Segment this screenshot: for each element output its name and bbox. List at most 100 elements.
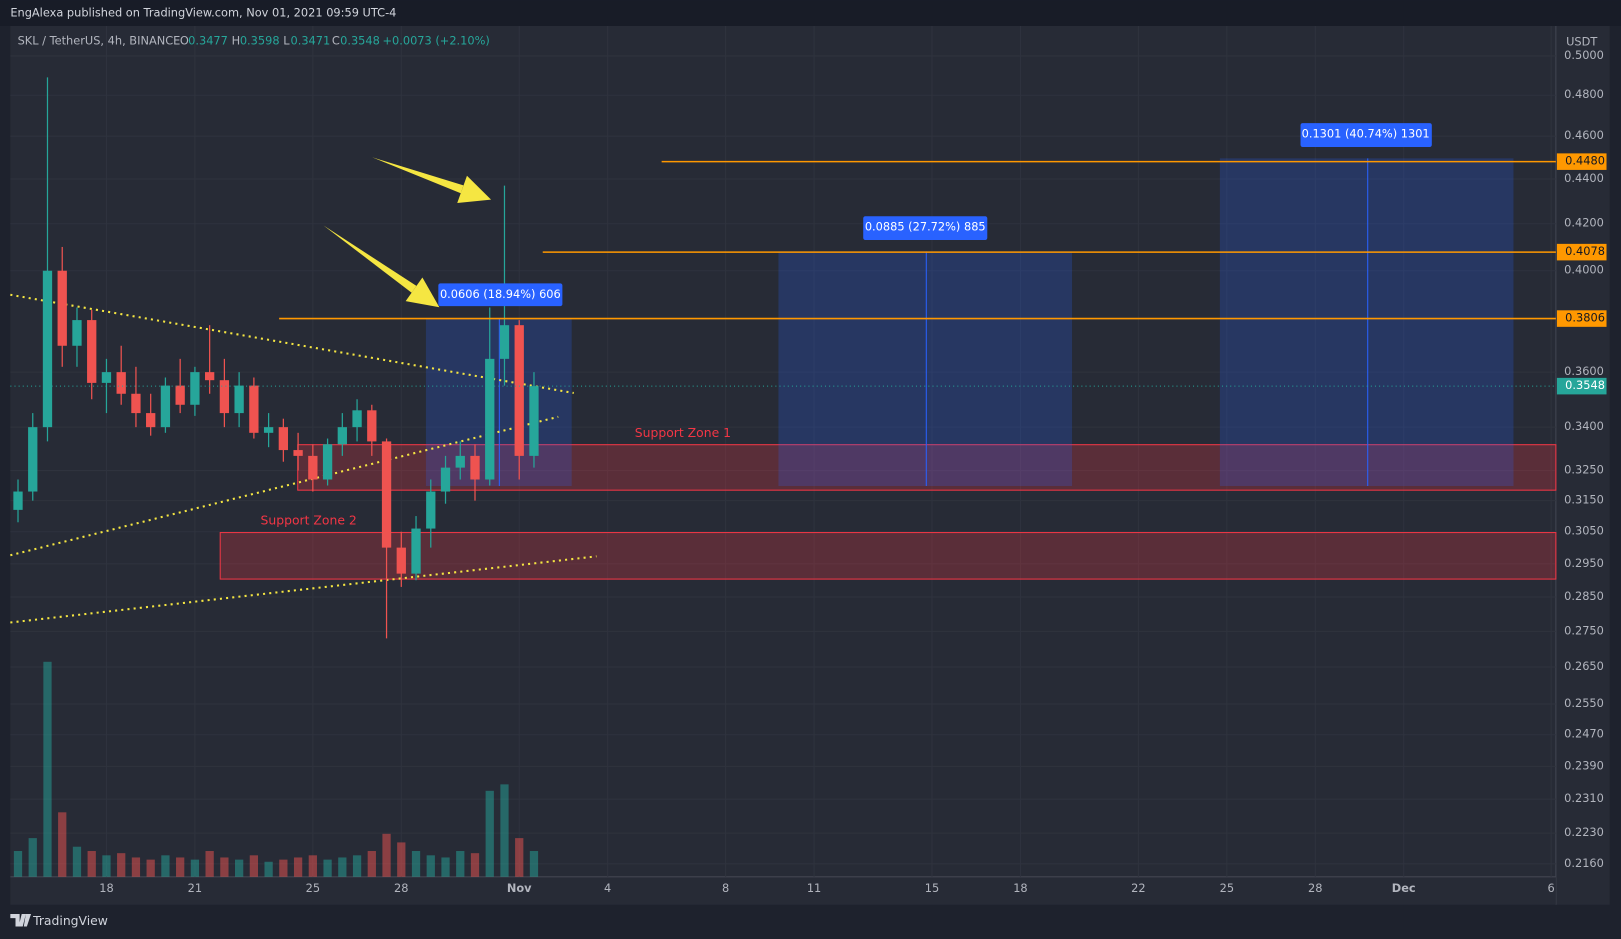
volume-bar — [411, 851, 421, 877]
measure-box — [778, 251, 1073, 487]
measure-label-bg — [438, 283, 563, 307]
legend-key: C — [332, 34, 340, 48]
volume-bar — [367, 851, 376, 877]
volume-bar — [426, 855, 435, 877]
x-tick-label: 28 — [394, 881, 408, 895]
volume-bar — [485, 790, 494, 877]
volume-bar — [43, 661, 52, 877]
trend-line — [10, 555, 597, 624]
volume-bar — [515, 838, 524, 877]
volume-bar — [72, 846, 82, 877]
last-price-bg — [1556, 377, 1607, 395]
y-tick-label: 0.2230 — [1564, 825, 1604, 839]
candle-body — [485, 358, 495, 480]
x-tick-label: 28 — [1308, 881, 1322, 895]
y-tick-label: 0.2550 — [1564, 696, 1604, 710]
level-label-bg — [1556, 243, 1607, 261]
candle-body — [28, 427, 38, 492]
volume-bar — [190, 859, 200, 877]
y-tick-label: 0.4400 — [1564, 171, 1604, 185]
legend-value: 0.3471 — [290, 34, 330, 48]
x-tick-label: 15 — [925, 881, 939, 895]
volume-bar — [102, 855, 111, 877]
candle-body — [160, 385, 171, 428]
x-tick-label: 4 — [604, 881, 611, 895]
legend: SKL / TetherUS, 4h, BINANCE O 0.3477 H 0… — [18, 34, 490, 48]
volume-bar — [146, 859, 155, 877]
arrow-head — [405, 277, 440, 308]
volume-bar — [293, 857, 303, 877]
legend-value: 0.3548 — [340, 34, 380, 48]
candle-body — [293, 450, 303, 456]
y-tick-label: 0.4600 — [1564, 128, 1604, 142]
volume-bar — [382, 833, 391, 877]
top-bar — [0, 0, 1621, 26]
measure-label-bg — [863, 216, 988, 240]
x-tick-label: 25 — [1220, 881, 1234, 895]
candle-body — [175, 385, 185, 405]
measure-boxes — [425, 158, 1514, 487]
trend-line — [10, 293, 574, 395]
candle-body — [470, 455, 480, 480]
x-tick-label: 6 — [1548, 881, 1555, 895]
x-tick-label: 18 — [1013, 881, 1027, 895]
volume-bar — [58, 812, 67, 877]
last-price-label: 0.3548 — [1565, 378, 1605, 392]
volume-bar — [264, 861, 273, 877]
legend-key: H — [232, 34, 241, 48]
volume-bar — [220, 857, 229, 877]
y-tick-label: 0.2390 — [1564, 758, 1604, 772]
volume-bar — [87, 851, 96, 877]
legend-key: L — [283, 34, 290, 48]
candle-body — [440, 467, 451, 492]
volume-bar — [205, 851, 214, 877]
y-tick-label: 0.2470 — [1564, 727, 1604, 741]
candle-body — [13, 491, 23, 510]
candle-body — [529, 386, 539, 456]
candle-body — [411, 528, 421, 574]
level-label-bg — [1556, 310, 1607, 327]
y-tick-label: 0.3600 — [1564, 364, 1604, 378]
brand: TradingView — [32, 913, 108, 928]
volume-bar — [352, 855, 362, 877]
series — [13, 77, 539, 877]
y-tick-label: 0.4200 — [1564, 216, 1604, 230]
measure-labels: 0.0606 (18.94%) 606 0.0885 (27.72%) 885 … — [438, 123, 1432, 307]
candle-body — [367, 410, 377, 442]
volume-bar — [500, 784, 509, 877]
zone-label: Support Zone 2 — [261, 513, 357, 528]
y-tick-label: 0.3050 — [1564, 524, 1604, 538]
y-tick-label: 0.3250 — [1564, 463, 1604, 477]
x-tick-label: 11 — [807, 881, 821, 895]
candle-body — [278, 427, 289, 451]
y-tick-label: 0.2650 — [1564, 659, 1604, 673]
candle-body — [322, 444, 333, 480]
volume-bar — [470, 853, 480, 877]
candle-body — [116, 372, 126, 394]
volume-bar — [249, 855, 259, 877]
volume-bar — [234, 859, 244, 877]
footer: TradingView — [10, 913, 108, 928]
legend-symbol: SKL / TetherUS, 4h, BINANCE — [18, 34, 181, 48]
candle-body — [396, 547, 406, 574]
brand-logo — [10, 914, 32, 927]
candle-body — [234, 385, 244, 414]
y-tick-label: 0.3150 — [1564, 493, 1604, 507]
trend-line — [10, 415, 559, 557]
x-tick-label: 21 — [188, 881, 202, 895]
x-tick-label: Dec — [1392, 881, 1416, 895]
candle-body — [455, 455, 465, 468]
level-label: 0.4078 — [1565, 244, 1605, 258]
volume-bar — [28, 838, 37, 877]
candle-body — [131, 393, 141, 414]
x-tick-label: 22 — [1131, 881, 1145, 895]
candle-body — [101, 372, 112, 383]
level-label: 0.3806 — [1565, 311, 1605, 325]
price-axis — [1555, 25, 1610, 905]
measure-label: 0.0885 (27.72%) 885 — [865, 220, 986, 234]
publisher: EngAlexa published on TradingView.com, N… — [10, 6, 396, 20]
support-zone-2 — [219, 532, 1557, 580]
